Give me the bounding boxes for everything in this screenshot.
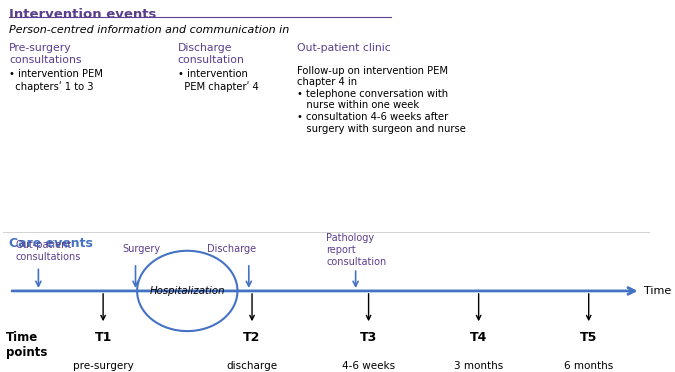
Text: Care events: Care events bbox=[9, 237, 93, 250]
Text: Surgery: Surgery bbox=[123, 244, 161, 254]
Text: 6 months: 6 months bbox=[564, 361, 614, 371]
Text: T1: T1 bbox=[95, 331, 112, 344]
Text: Out-patient
consultations: Out-patient consultations bbox=[16, 240, 81, 262]
Text: Time
points: Time points bbox=[6, 331, 47, 359]
Text: Pathology
report
consultation: Pathology report consultation bbox=[327, 233, 387, 266]
Text: Discharge: Discharge bbox=[207, 244, 256, 254]
Text: T4: T4 bbox=[470, 331, 487, 344]
Text: 4-6 weeks: 4-6 weeks bbox=[342, 361, 395, 371]
Text: Follow-up on intervention PEM
chapter 4 in
• telephone conversation with
   nurs: Follow-up on intervention PEM chapter 4 … bbox=[298, 65, 466, 134]
Text: T2: T2 bbox=[244, 331, 261, 344]
Text: Time: Time bbox=[644, 286, 671, 296]
Text: Discharge
consultation: Discharge consultation bbox=[178, 43, 244, 65]
Text: • intervention PEM
  chaptersʹ 1 to 3: • intervention PEM chaptersʹ 1 to 3 bbox=[9, 69, 103, 92]
Text: • intervention
  PEM chapterʹ 4: • intervention PEM chapterʹ 4 bbox=[178, 69, 259, 92]
Text: Intervention events: Intervention events bbox=[9, 8, 157, 21]
Text: pre-surgery: pre-surgery bbox=[73, 361, 134, 371]
Text: Person-centred information and communication in: Person-centred information and communica… bbox=[9, 25, 290, 35]
Text: Out-patient clinic: Out-patient clinic bbox=[298, 43, 391, 53]
Text: discharge: discharge bbox=[227, 361, 277, 371]
Text: Pre-surgery
consultations: Pre-surgery consultations bbox=[9, 43, 82, 65]
Text: T3: T3 bbox=[360, 331, 377, 344]
Text: Hospitalization: Hospitalization bbox=[150, 286, 225, 296]
Text: 3 months: 3 months bbox=[454, 361, 504, 371]
Text: T5: T5 bbox=[580, 331, 597, 344]
